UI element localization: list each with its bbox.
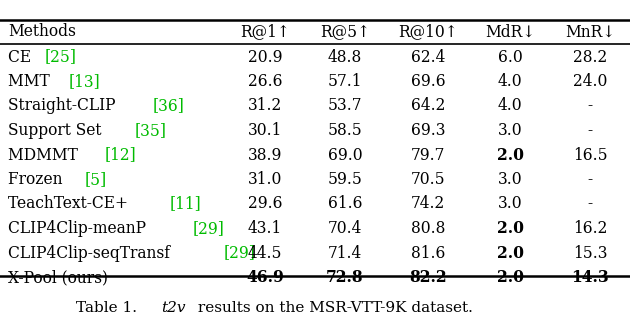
Text: 53.7: 53.7 <box>328 97 362 114</box>
Text: 2.0: 2.0 <box>496 244 524 261</box>
Text: 81.6: 81.6 <box>411 244 445 261</box>
Text: 64.2: 64.2 <box>411 97 445 114</box>
Text: 2.0: 2.0 <box>496 269 524 286</box>
Text: 58.5: 58.5 <box>328 122 362 139</box>
Text: [35]: [35] <box>135 122 167 139</box>
Text: 38.9: 38.9 <box>248 147 282 163</box>
Text: 2.0: 2.0 <box>496 147 524 163</box>
Text: 79.7: 79.7 <box>411 147 445 163</box>
Text: CLIP4Clip-seqTransf: CLIP4Clip-seqTransf <box>8 244 175 261</box>
Text: 3.0: 3.0 <box>498 122 522 139</box>
Text: 43.1: 43.1 <box>248 220 282 237</box>
Text: MdR↓: MdR↓ <box>485 24 535 40</box>
Text: 46.9: 46.9 <box>246 269 284 286</box>
Text: 2.0: 2.0 <box>496 220 524 237</box>
Text: 69.3: 69.3 <box>411 122 445 139</box>
Text: 71.4: 71.4 <box>328 244 362 261</box>
Text: 15.3: 15.3 <box>573 244 607 261</box>
Text: 30.1: 30.1 <box>248 122 282 139</box>
Text: 82.2: 82.2 <box>410 269 447 286</box>
Text: CE: CE <box>8 49 36 66</box>
Text: Frozen: Frozen <box>8 171 67 188</box>
Text: 16.2: 16.2 <box>573 220 607 237</box>
Text: -: - <box>587 97 593 114</box>
Text: R@10↑: R@10↑ <box>398 24 458 40</box>
Text: MMT: MMT <box>8 73 55 90</box>
Text: 24.0: 24.0 <box>573 73 607 90</box>
Text: Straight-CLIP: Straight-CLIP <box>8 97 120 114</box>
Text: [12]: [12] <box>105 147 136 163</box>
Text: 29.6: 29.6 <box>248 195 282 213</box>
Text: [29]: [29] <box>192 220 224 237</box>
Text: CLIP4Clip-meanP: CLIP4Clip-meanP <box>8 220 151 237</box>
Text: MDMMT: MDMMT <box>8 147 83 163</box>
Text: 20.9: 20.9 <box>248 49 282 66</box>
Text: 48.8: 48.8 <box>328 49 362 66</box>
Text: 44.5: 44.5 <box>248 244 282 261</box>
Text: 57.1: 57.1 <box>328 73 362 90</box>
Text: 70.5: 70.5 <box>411 171 445 188</box>
Text: MnR↓: MnR↓ <box>565 24 615 40</box>
Text: 31.0: 31.0 <box>248 171 282 188</box>
Text: [11]: [11] <box>169 195 201 213</box>
Text: R@1↑: R@1↑ <box>240 24 290 40</box>
Text: 61.6: 61.6 <box>328 195 362 213</box>
Text: X-Pool (ours): X-Pool (ours) <box>8 269 108 286</box>
Text: Support Set: Support Set <box>8 122 106 139</box>
Text: 16.5: 16.5 <box>573 147 607 163</box>
Text: [36]: [36] <box>153 97 185 114</box>
Text: Table 1.: Table 1. <box>76 301 142 315</box>
Text: [5]: [5] <box>84 171 107 188</box>
Text: TeachText-CE+: TeachText-CE+ <box>8 195 133 213</box>
Text: [25]: [25] <box>44 49 76 66</box>
Text: 26.6: 26.6 <box>248 73 282 90</box>
Text: 74.2: 74.2 <box>411 195 445 213</box>
Text: 28.2: 28.2 <box>573 49 607 66</box>
Text: -: - <box>587 122 593 139</box>
Text: 59.5: 59.5 <box>328 171 362 188</box>
Text: 4.0: 4.0 <box>498 97 522 114</box>
Text: 4.0: 4.0 <box>498 73 522 90</box>
Text: 3.0: 3.0 <box>498 195 522 213</box>
Text: 3.0: 3.0 <box>498 171 522 188</box>
Text: -: - <box>587 195 593 213</box>
Text: 14.3: 14.3 <box>571 269 609 286</box>
Text: 70.4: 70.4 <box>328 220 362 237</box>
Text: Methods: Methods <box>8 24 76 40</box>
Text: results on the MSR-VTT-9K dataset.: results on the MSR-VTT-9K dataset. <box>193 301 472 315</box>
Text: t2v: t2v <box>161 301 186 315</box>
Text: 31.2: 31.2 <box>248 97 282 114</box>
Text: [13]: [13] <box>68 73 100 90</box>
Text: 62.4: 62.4 <box>411 49 445 66</box>
Text: R@5↑: R@5↑ <box>320 24 370 40</box>
Text: [29]: [29] <box>223 244 255 261</box>
Text: -: - <box>587 171 593 188</box>
Text: 69.6: 69.6 <box>411 73 445 90</box>
Text: 80.8: 80.8 <box>411 220 445 237</box>
Text: 6.0: 6.0 <box>498 49 522 66</box>
Text: 69.0: 69.0 <box>328 147 362 163</box>
Text: 72.8: 72.8 <box>326 269 364 286</box>
